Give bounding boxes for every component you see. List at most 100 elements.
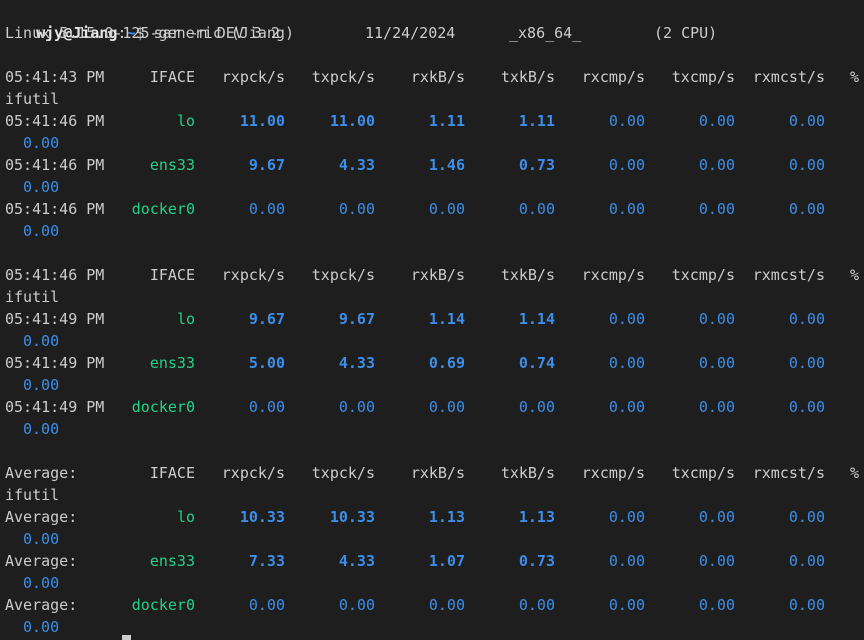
column-header-percent: % xyxy=(850,68,860,86)
value-txcmp: 0.00 xyxy=(698,508,735,526)
column-header-rxkb: rxkB/s xyxy=(410,464,465,482)
value-txpck: 0.00 xyxy=(338,596,375,614)
value-rxcmp: 0.00 xyxy=(608,508,645,526)
value-txkb: 0.73 xyxy=(518,156,555,174)
row-timestamp: 05:41:46 PM xyxy=(5,112,105,130)
value-rxpck: 9.67 xyxy=(248,156,285,174)
table-row: 05:41:49 PM lo 9.67 9.67 1.14 1.14 0.00 0.00 0.0… xyxy=(0,308,864,330)
column-header-rxmcst: rxmcst/s xyxy=(752,68,825,86)
column-header-txkb: txkB/s xyxy=(500,266,555,284)
value-ifutil: 0.00 xyxy=(23,332,60,350)
value-txpck: 9.67 xyxy=(338,310,375,328)
row-timestamp: 05:41:49 PM xyxy=(5,354,105,372)
kernel-info: Linux 5.15.0-125-generic (Jiang) xyxy=(5,24,294,42)
value-rxcmp: 0.00 xyxy=(608,200,645,218)
row-timestamp: Average: xyxy=(5,596,78,614)
row-timestamp: 05:41:46 PM xyxy=(5,156,105,174)
value-rxkb: 0.00 xyxy=(428,200,465,218)
value-txcmp: 0.00 xyxy=(698,552,735,570)
table-row-wrap: 0.00 xyxy=(0,528,864,550)
header-timestamp: 05:41:46 PM xyxy=(5,266,105,284)
value-txcmp: 0.00 xyxy=(698,398,735,416)
stats-header-row: 05:41:46 PM IFACE rxpck/s txpck/s rxkB/s txkB… xyxy=(0,264,864,286)
row-timestamp: 05:41:49 PM xyxy=(5,398,105,416)
value-rxkb: 0.00 xyxy=(428,596,465,614)
iface-cell: docker0 xyxy=(131,596,195,614)
value-txpck: 10.33 xyxy=(329,508,375,526)
value-rxcmp: 0.00 xyxy=(608,156,645,174)
column-header-txpck: txpck/s xyxy=(311,68,375,86)
table-row: Average: lo 10.33 10.33 1.13 1.13 0.00 0.00 0.00 xyxy=(0,506,864,528)
value-rxcmp: 0.00 xyxy=(608,354,645,372)
table-row: 05:41:46 PM docker0 0.00 0.00 0.00 0.00 0.00 0.… xyxy=(0,198,864,220)
column-header-rxpck: rxpck/s xyxy=(221,464,285,482)
value-rxmcst: 0.00 xyxy=(788,354,825,372)
date-info: 11/24/2024 xyxy=(365,24,456,42)
table-row-wrap: 0.00 xyxy=(0,418,864,440)
column-header-rxpck: rxpck/s xyxy=(221,266,285,284)
value-txkb: 1.14 xyxy=(518,310,555,328)
value-txcmp: 0.00 xyxy=(698,200,735,218)
value-ifutil: 0.00 xyxy=(23,178,60,196)
value-rxmcst: 0.00 xyxy=(788,200,825,218)
value-txkb: 1.13 xyxy=(518,508,555,526)
value-rxmcst: 0.00 xyxy=(788,552,825,570)
value-rxcmp: 0.00 xyxy=(608,596,645,614)
value-txpck: 11.00 xyxy=(329,112,375,130)
value-rxmcst: 0.00 xyxy=(788,508,825,526)
prompt-user: wjy@Jiang xyxy=(36,24,118,42)
stats-header-wrap: ifutil xyxy=(0,286,864,308)
value-txkb: 0.00 xyxy=(518,200,555,218)
value-rxpck: 5.00 xyxy=(248,354,285,372)
value-txpck: 4.33 xyxy=(338,354,375,372)
column-header-txcmp: txcmp/s xyxy=(671,464,735,482)
value-rxcmp: 0.00 xyxy=(608,310,645,328)
column-header-txpck: txpck/s xyxy=(311,266,375,284)
column-header-percent: % xyxy=(850,266,860,284)
column-header-rxkb: rxkB/s xyxy=(410,266,465,284)
column-header-percent: % xyxy=(850,464,860,482)
value-rxmcst: 0.00 xyxy=(788,596,825,614)
value-rxmcst: 0.00 xyxy=(788,112,825,130)
column-header-ifutil: ifutil xyxy=(5,486,60,504)
value-rxpck: 11.00 xyxy=(239,112,285,130)
value-rxcmp: 0.00 xyxy=(608,112,645,130)
table-row: Average: docker0 0.00 0.00 0.00 0.00 0.00 0.00 0… xyxy=(0,594,864,616)
value-txkb: 0.00 xyxy=(518,596,555,614)
table-row: 05:41:49 PM docker0 0.00 0.00 0.00 0.00 0.00 0.… xyxy=(0,396,864,418)
value-rxkb: 1.13 xyxy=(428,508,465,526)
prompt-separator: : xyxy=(117,24,127,42)
iface-cell: lo xyxy=(176,508,195,526)
table-row: 05:41:46 PM ens33 9.67 4.33 1.46 0.73 0.00 0.00… xyxy=(0,154,864,176)
value-ifutil: 0.00 xyxy=(23,376,60,394)
value-txkb: 1.11 xyxy=(518,112,555,130)
value-rxpck: 10.33 xyxy=(239,508,285,526)
table-row-wrap: 0.00 xyxy=(0,176,864,198)
value-rxkb: 0.00 xyxy=(428,398,465,416)
value-ifutil: 0.00 xyxy=(23,420,60,438)
value-txcmp: 0.00 xyxy=(698,310,735,328)
value-rxmcst: 0.00 xyxy=(788,156,825,174)
table-row-wrap: 0.00 xyxy=(0,132,864,154)
terminal-cursor xyxy=(122,635,131,640)
header-timestamp: Average: xyxy=(5,464,78,482)
header-timestamp: 05:41:43 PM xyxy=(5,68,105,86)
value-rxkb: 1.14 xyxy=(428,310,465,328)
column-header-rxcmp: rxcmp/s xyxy=(581,464,645,482)
column-header-txcmp: txcmp/s xyxy=(671,266,735,284)
column-header-txkb: txkB/s xyxy=(500,68,555,86)
iface-cell: lo xyxy=(176,310,195,328)
value-rxpck: 0.00 xyxy=(248,200,285,218)
table-row-wrap: 0.00 xyxy=(0,220,864,242)
iface-cell: docker0 xyxy=(131,398,195,416)
value-rxpck: 9.67 xyxy=(248,310,285,328)
value-rxpck: 7.33 xyxy=(248,552,285,570)
value-rxcmp: 0.00 xyxy=(608,552,645,570)
column-header-txpck: txpck/s xyxy=(311,464,375,482)
prompt-symbol: $ xyxy=(135,24,145,42)
iface-cell: ens33 xyxy=(149,552,195,570)
command-text: sar -n DEV 3 2 xyxy=(144,24,280,42)
table-row-wrap: 0.00 xyxy=(0,374,864,396)
value-rxkb: 0.69 xyxy=(428,354,465,372)
